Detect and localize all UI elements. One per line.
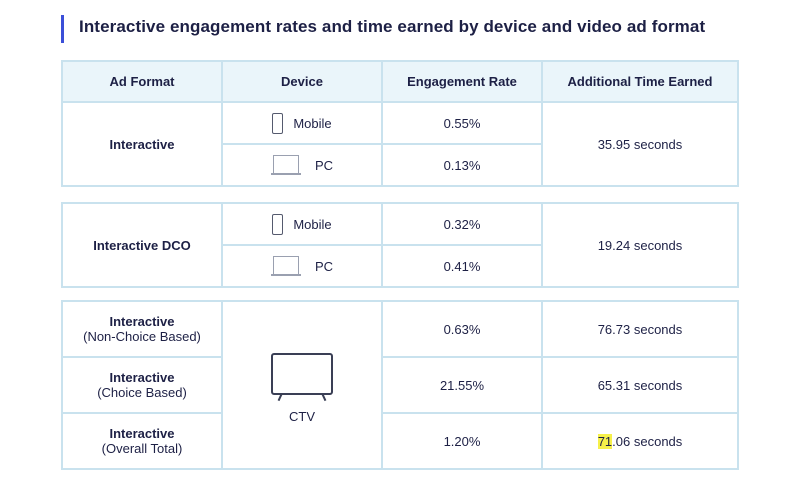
table-row: Interactive Mobile 0.55% 35.95 seconds: [61, 101, 739, 187]
title-accent-bar: [61, 15, 64, 43]
ad-format-cell: Interactive DCO: [61, 202, 223, 288]
table-interactive: Ad Format Device Engagement Rate Additio…: [61, 60, 739, 187]
mobile-phone-icon: [272, 213, 284, 235]
table-row: Interactive (Non-Choice Based) CTV 0.63%…: [61, 300, 739, 470]
device-label: Mobile: [293, 216, 332, 232]
device-cell: Mobile: [221, 101, 383, 145]
ad-format-cell: Interactive (Choice Based): [61, 356, 223, 414]
header-device: Device: [221, 60, 383, 103]
highlighted-text: 71: [597, 433, 613, 449]
tv-icon: [271, 352, 333, 401]
ad-format-subtitle: (Choice Based): [97, 385, 187, 400]
ad-format-cell: Interactive: [61, 101, 223, 187]
time-earned-cell: 65.31 seconds: [541, 356, 739, 414]
device-label: Mobile: [293, 115, 332, 131]
ad-format-subtitle: (Overall Total): [101, 441, 183, 456]
ad-format-name: Interactive: [109, 314, 175, 329]
ad-format-cell: Interactive (Overall Total): [61, 412, 223, 470]
ad-format-name: Interactive: [109, 370, 175, 385]
table-row: Interactive (Overall Total) 1.20% 71.06 …: [61, 412, 739, 470]
engagement-rate-cell: 0.63%: [381, 300, 543, 358]
device-cell: CTV: [221, 300, 383, 470]
laptop-icon: [270, 256, 301, 276]
laptop-icon: [270, 155, 301, 175]
ad-format-subtitle: (Non-Choice Based): [83, 329, 201, 344]
device-cell: Mobile: [221, 202, 383, 246]
engagement-rate-cell: 0.13%: [381, 143, 543, 187]
table-ctv: Interactive (Non-Choice Based) CTV 0.63%…: [61, 300, 739, 470]
header-time-earned: Additional Time Earned: [541, 60, 739, 103]
table-row: Interactive DCO Mobile 0.32% 19.24 secon…: [61, 202, 739, 288]
ad-format-cell: Interactive (Non-Choice Based): [61, 300, 223, 358]
engagement-rate-cell: 21.55%: [381, 356, 543, 414]
header-ad-format: Ad Format: [61, 60, 223, 103]
header-engagement-rate: Engagement Rate: [381, 60, 543, 103]
time-earned-cell: 35.95 seconds: [541, 101, 739, 187]
engagement-rate-cell: 0.32%: [381, 202, 543, 246]
device-label: CTV: [289, 408, 315, 424]
device-label: PC: [314, 258, 334, 274]
mobile-phone-icon: [272, 112, 284, 134]
time-earned-cell: 71.06 seconds: [541, 412, 739, 470]
table-interactive-dco: Interactive DCO Mobile 0.32% 19.24 secon…: [61, 202, 739, 288]
device-cell: PC: [221, 244, 383, 288]
engagement-rate-cell: 0.55%: [381, 101, 543, 145]
time-earned-cell: 76.73 seconds: [541, 300, 739, 358]
page-title: Interactive engagement rates and time ea…: [79, 17, 706, 36]
device-label: PC: [314, 157, 334, 173]
header-row: Ad Format Device Engagement Rate Additio…: [61, 60, 739, 103]
table-row: PC 0.41%: [62, 244, 738, 288]
device-cell: PC: [221, 143, 383, 187]
time-earned-rest: .06 seconds: [612, 433, 683, 449]
time-earned-cell: 19.24 seconds: [541, 202, 739, 288]
engagement-rate-cell: 1.20%: [381, 412, 543, 470]
table-row: PC 0.13%: [62, 143, 738, 187]
table-row: Interactive (Choice Based) 21.55% 65.31 …: [61, 356, 739, 414]
ad-format-name: Interactive: [109, 426, 175, 441]
engagement-rate-cell: 0.41%: [381, 244, 543, 288]
